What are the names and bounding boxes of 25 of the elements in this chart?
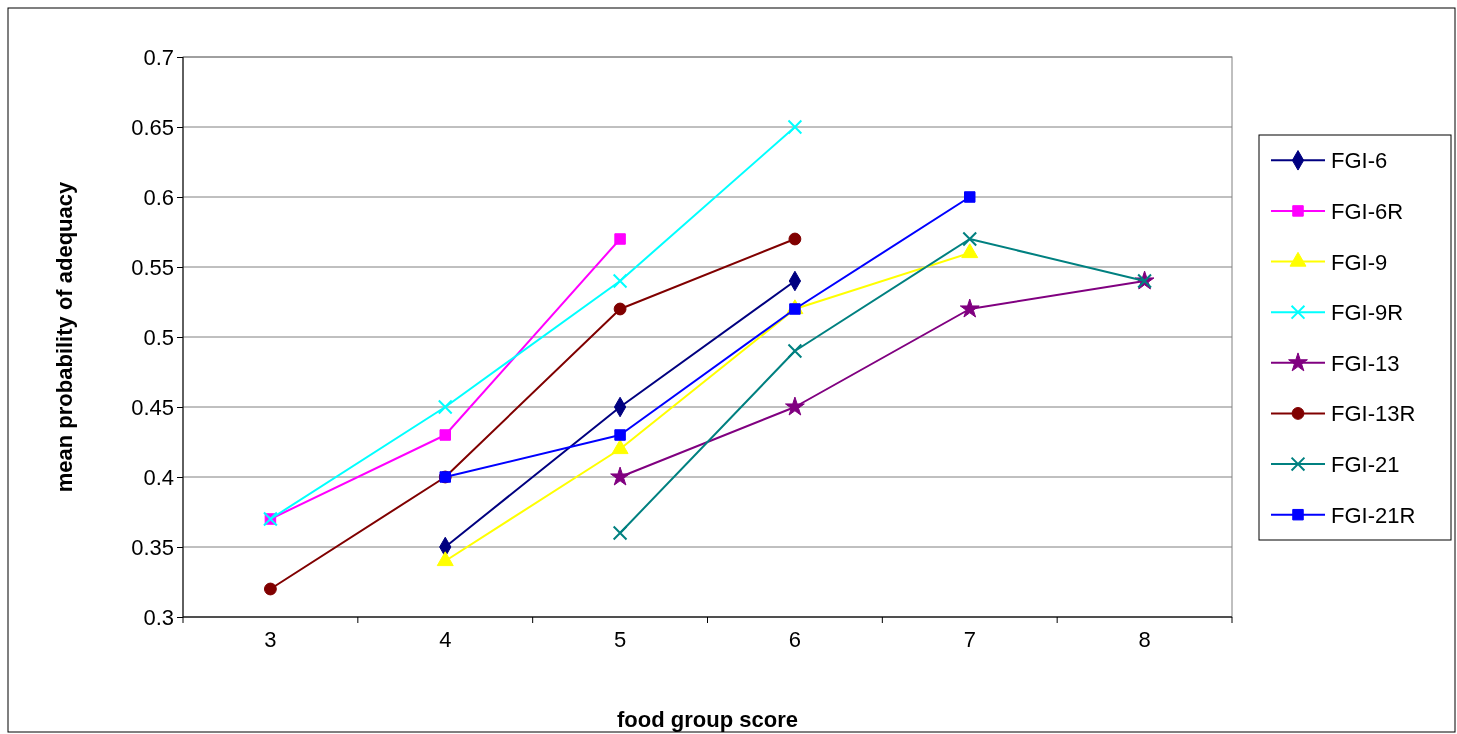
y-tick-label: 0.4	[143, 464, 174, 490]
y-tick-label: 0.35	[131, 534, 174, 560]
x-axis-title: food group score	[617, 707, 798, 732]
y-tick-label: 0.45	[131, 394, 174, 420]
x-tick-label: 5	[613, 626, 627, 652]
x-tick-label: 6	[788, 626, 802, 652]
y-tick-label: 0.5	[143, 324, 174, 350]
legend-label: FGI-9	[1331, 249, 1388, 275]
legend-label: FGI-21	[1331, 452, 1400, 478]
legend-label: FGI-9R	[1331, 300, 1404, 326]
legend-label: FGI-6	[1331, 148, 1388, 174]
x-tick-label: 8	[1138, 626, 1151, 652]
y-tick-label: 0.3	[143, 604, 174, 630]
legend-label: FGI-21R	[1331, 502, 1416, 528]
x-tick-label: 3	[264, 626, 277, 652]
x-tick-label: 4	[439, 626, 452, 652]
legend-label: FGI-13	[1331, 350, 1400, 376]
y-tick-label: 0.7	[143, 44, 174, 70]
y-tick-label: 0.6	[143, 184, 174, 210]
y-tick-label: 0.65	[131, 114, 174, 140]
legend-label: FGI-6R	[1331, 198, 1404, 224]
x-tick-label: 7	[963, 626, 976, 652]
y-tick-label: 0.55	[131, 254, 174, 280]
y-axis-title: mean probability of adequacy	[52, 180, 77, 493]
legend-label: FGI-13R	[1331, 401, 1416, 427]
